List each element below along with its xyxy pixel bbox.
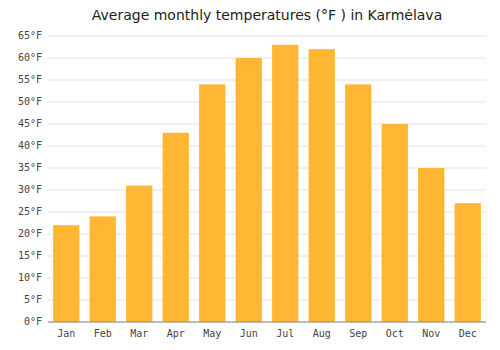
bar xyxy=(309,49,335,322)
chart: Average monthly temperatures (°F ) in Ka… xyxy=(0,0,500,350)
x-tick-label: Mar xyxy=(130,328,148,339)
grid-line xyxy=(48,146,486,147)
y-tick-label: 60°F xyxy=(18,52,42,63)
grid xyxy=(48,36,486,322)
grid-line xyxy=(48,322,486,323)
y-tick-label: 35°F xyxy=(18,162,42,173)
x-tick-label: Jul xyxy=(276,328,294,339)
y-tick-label: 5°F xyxy=(24,294,42,305)
bar xyxy=(163,133,189,322)
bar xyxy=(199,84,225,322)
bar xyxy=(382,124,408,322)
x-tick-label: Sep xyxy=(349,328,367,339)
y-tick-label: 10°F xyxy=(18,272,42,283)
x-tick-label: Jun xyxy=(240,328,258,339)
grid-line xyxy=(48,124,486,125)
x-axis: Jan Feb Mar Apr May Jun Jul Aug Sep Oct Nov Dec xyxy=(57,328,477,339)
x-tick-label: Apr xyxy=(167,328,185,339)
y-tick-label: 30°F xyxy=(18,184,42,195)
y-axis: 0°F 5°F 10°F 15°F 20°F 25°F 30°F 35°F 40°F 45°F 50… xyxy=(18,30,42,327)
title: Average monthly temperatures (°F ) in Ka… xyxy=(92,7,442,23)
y-tick-label: 15°F xyxy=(18,250,42,261)
y-tick-label: 0°F xyxy=(24,316,42,327)
bar xyxy=(418,168,444,322)
x-tick-label: Jan xyxy=(57,328,75,339)
bar xyxy=(126,186,152,322)
grid-line xyxy=(48,58,486,59)
x-tick-label: Oct xyxy=(386,328,404,339)
x-tick-label: Aug xyxy=(313,328,331,339)
y-tick-label: 50°F xyxy=(18,96,42,107)
bar xyxy=(236,58,262,322)
bar xyxy=(272,45,298,322)
x-axis-line xyxy=(48,322,486,323)
y-tick-label: 65°F xyxy=(18,30,42,41)
bar xyxy=(345,84,371,322)
x-tick-label: Nov xyxy=(422,328,440,339)
x-tick-label: Feb xyxy=(94,328,112,339)
bars xyxy=(53,45,481,322)
y-tick-label: 40°F xyxy=(18,140,42,151)
x-tick-label: May xyxy=(203,328,221,339)
y-tick-label: 45°F xyxy=(18,118,42,129)
y-tick-label: 25°F xyxy=(18,206,42,217)
grid-line xyxy=(48,36,486,37)
grid-line xyxy=(48,102,486,103)
bar xyxy=(53,225,79,322)
y-tick-label: 55°F xyxy=(18,74,42,85)
x-tick-label: Dec xyxy=(459,328,477,339)
bar xyxy=(455,203,481,322)
bar xyxy=(90,216,116,322)
grid-line xyxy=(48,80,486,81)
y-tick-label: 20°F xyxy=(18,228,42,239)
